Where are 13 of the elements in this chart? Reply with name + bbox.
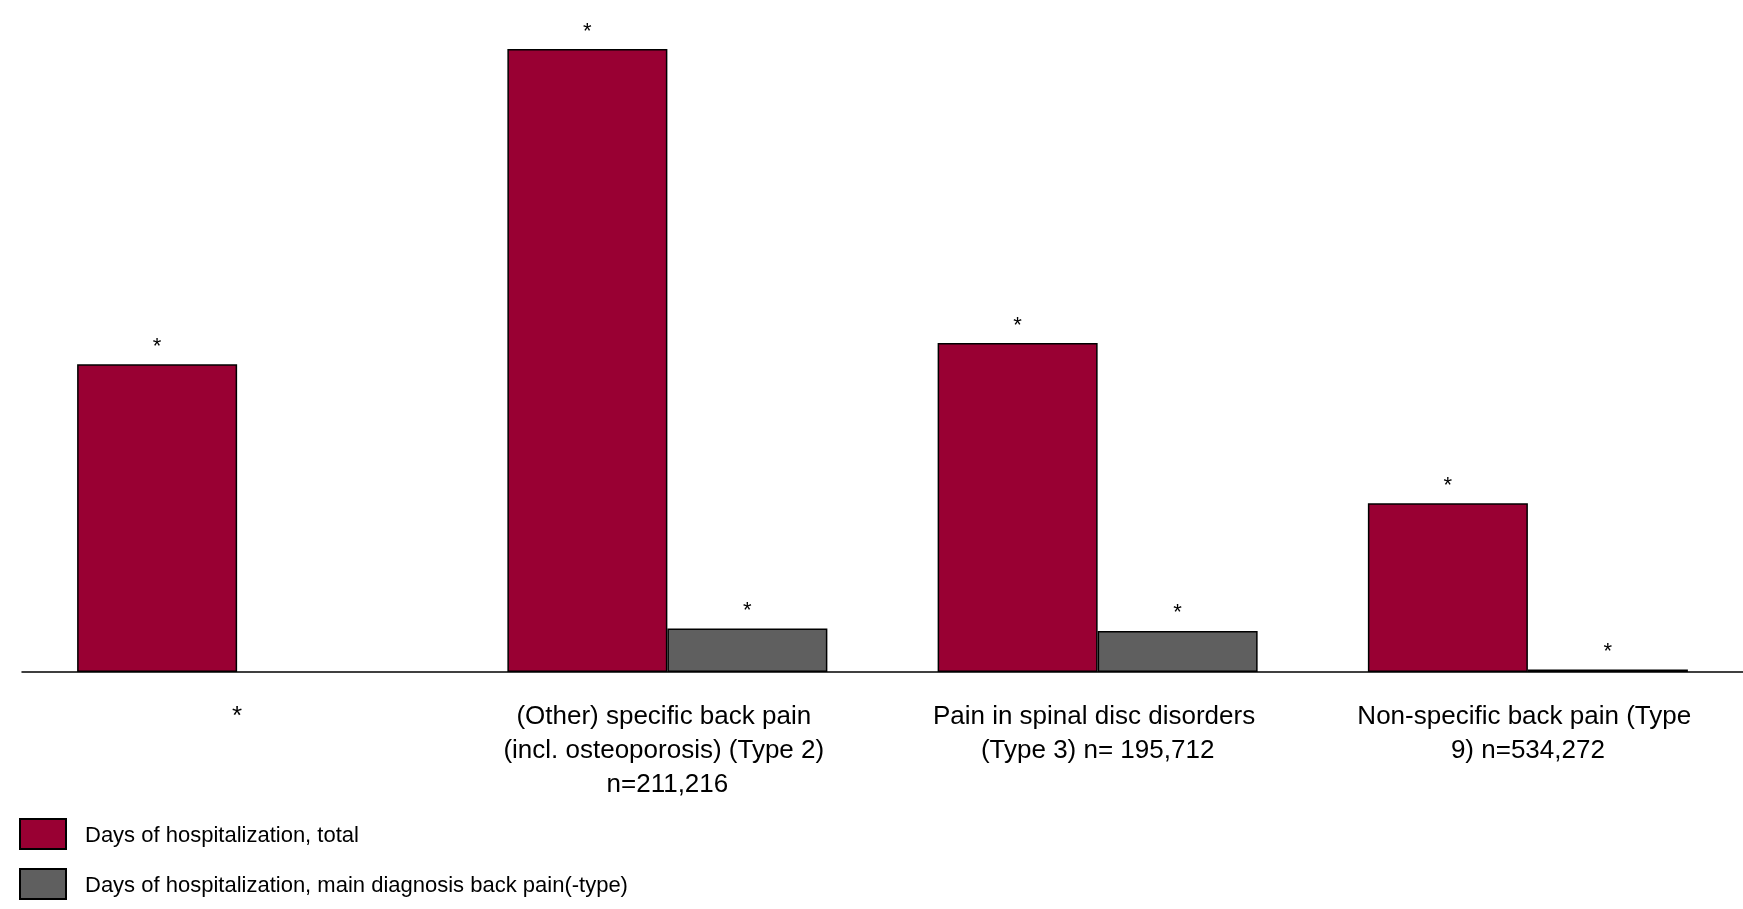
legend-label: Days of hospitalization, main diagnosis back pain(-type) [85,871,628,897]
x-tick-label: (Other) specific back pain (incl. osteoporosis) (Type 2) n=211,216 [503,700,832,798]
legend-label: Days of hospitalization, total [85,821,359,847]
x-tick-label: Pain in spinal disc disorders (Type 3) n= 195,712 [932,700,1263,764]
x-tick-label: Non-specific back pain (Type 9) n=534,272 [1357,700,1699,764]
annotation: * [1173,599,1183,625]
annotation: * [1013,311,1023,337]
x-tick-label: * [232,700,243,730]
annotation: * [152,332,162,358]
annotation: * [1443,471,1453,497]
annotation: * [743,596,753,622]
text: * [583,17,593,43]
annotation: * [1603,638,1613,664]
